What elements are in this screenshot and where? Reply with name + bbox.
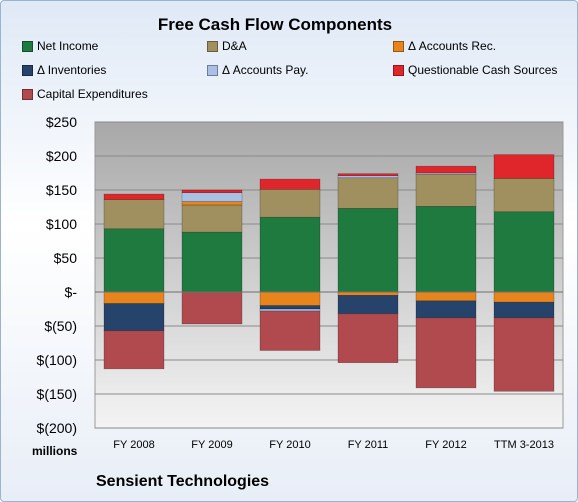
- legend-swatch: [393, 64, 404, 76]
- legend-swatch: [207, 64, 218, 76]
- y-axis: $(200) $(150) $(100) $(50) $- $50 $100 $150 $200…: [37, 114, 78, 436]
- legend-item: Capital Expenditures: [22, 87, 148, 101]
- legend-label: Questionable Cash Sources: [408, 63, 558, 77]
- bar-segment: [103, 199, 165, 230]
- x-tick-label: FY 2011: [348, 439, 389, 451]
- legend-swatch: [22, 88, 33, 100]
- legend-item: Δ Inventories: [22, 63, 106, 77]
- legend-label: Net Income: [37, 39, 99, 53]
- bar-segment: [493, 291, 555, 303]
- legend: Net Income D&A Δ Accounts Rec. Δ Inventorie…: [1, 1, 577, 111]
- legend-item: D&A: [207, 39, 247, 53]
- bar-segment: [259, 178, 321, 190]
- legend-swatch: [393, 40, 404, 52]
- bar-segment: [337, 175, 399, 179]
- bar-segment: [415, 291, 477, 302]
- bar-segment: [415, 206, 477, 293]
- x-tick-label: FY 2009: [191, 439, 232, 451]
- bar-segment: [103, 303, 165, 332]
- bar-segment: [337, 173, 399, 177]
- bar-segment: [415, 300, 477, 319]
- bar-segment: [103, 330, 165, 370]
- y-tick-label: $(100): [37, 352, 77, 368]
- plot-area: [94, 121, 564, 429]
- legend-item: Δ Accounts Rec.: [393, 39, 496, 53]
- legend-label: Δ Accounts Rec.: [408, 39, 497, 53]
- legend-label: Capital Expenditures: [37, 87, 148, 101]
- bar-segment: [415, 165, 477, 174]
- legend-swatch: [22, 40, 33, 52]
- legend-item: Δ Accounts Pay.: [207, 63, 309, 77]
- x-tick-label: TTM 3-2013: [494, 439, 554, 451]
- units-label: millions: [32, 444, 78, 458]
- legend-label: D&A: [222, 39, 247, 53]
- bar-segment: [181, 189, 243, 194]
- bar-segment: [493, 178, 555, 213]
- x-axis: FY 2008 FY 2009 FY 2010 FY 2011 FY 2012 TTM 3…: [113, 439, 554, 451]
- legend-swatch: [207, 40, 218, 52]
- bar-segment: [259, 291, 321, 306]
- bar-segment: [259, 310, 321, 351]
- bar-segment: [181, 291, 243, 325]
- bar-segment: [259, 308, 321, 312]
- bar-segment: [337, 295, 399, 315]
- bar-segment: [181, 204, 243, 233]
- y-tick-label: $150: [46, 182, 77, 198]
- bar-segment: [493, 317, 555, 392]
- bar-segment: [415, 317, 477, 389]
- bar-segment: [181, 192, 243, 202]
- x-tick-label: FY 2010: [269, 439, 310, 451]
- bar-segment: [103, 291, 165, 304]
- y-tick-label: $(200): [37, 420, 77, 436]
- bar-segment: [259, 305, 321, 310]
- y-tick-label: $200: [46, 148, 77, 164]
- bar-segment: [493, 154, 555, 179]
- legend-label: Δ Inventories: [37, 63, 107, 77]
- y-tick-label: $-: [65, 284, 78, 300]
- bar-segment: [103, 228, 165, 293]
- bar-segment: [259, 189, 321, 218]
- bar-segment: [181, 231, 243, 293]
- bar-segment: [181, 201, 243, 206]
- bar-segment: [337, 313, 399, 364]
- bar-segment: [337, 177, 399, 209]
- bar-segment: [259, 216, 321, 293]
- y-tick-label: $(50): [44, 318, 77, 334]
- y-tick-label: $250: [46, 114, 77, 130]
- company-name: Sensient Technologies: [96, 473, 270, 490]
- bars: [103, 154, 555, 392]
- legend-label: Δ Accounts Pay.: [222, 63, 309, 77]
- x-tick-label: FY 2012: [425, 439, 466, 451]
- y-tick-label: $100: [46, 216, 77, 232]
- bar-segment: [337, 291, 399, 296]
- legend-item: Questionable Cash Sources: [393, 63, 557, 77]
- legend-item: Net Income: [22, 39, 98, 53]
- y-tick-label: $50: [54, 250, 78, 266]
- bar-segment: [415, 174, 477, 207]
- x-tick-label: FY 2008: [113, 439, 154, 451]
- chart-title: Free Cash Flow Components: [157, 15, 393, 34]
- bar-segment: [103, 193, 165, 200]
- bar-segment: [337, 208, 399, 293]
- bar-segment: [493, 211, 555, 293]
- bar-segment: [493, 301, 555, 319]
- y-tick-label: $(150): [37, 386, 77, 402]
- legend-swatch: [22, 64, 33, 76]
